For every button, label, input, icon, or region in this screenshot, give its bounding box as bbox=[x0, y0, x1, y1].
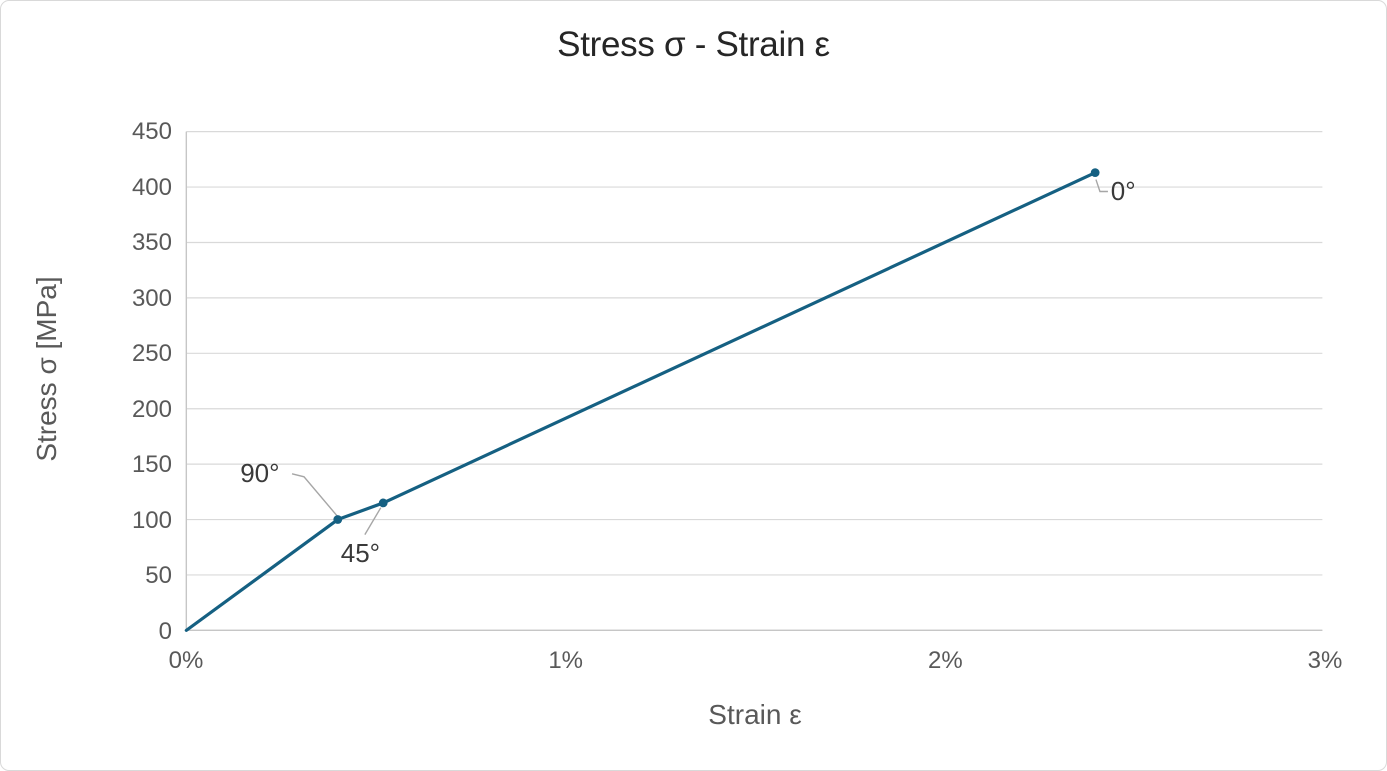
y-tick-label: 300 bbox=[131, 284, 172, 312]
label-leader-line bbox=[291, 473, 338, 517]
y-tick-label: 0 bbox=[158, 618, 172, 645]
y-tick-label: 100 bbox=[131, 506, 172, 534]
x-tick-label: 2% bbox=[927, 647, 963, 674]
x-tick-label: 0% bbox=[168, 647, 204, 674]
y-tick-label: 250 bbox=[131, 340, 172, 368]
y-tick-label: 200 bbox=[131, 395, 172, 423]
x-axis-title: Strain ε bbox=[708, 699, 802, 730]
label-leader-line bbox=[1095, 179, 1108, 193]
data-point-marker bbox=[378, 498, 388, 508]
y-tick-label: 50 bbox=[145, 562, 172, 590]
y-tick-label: 400 bbox=[131, 173, 172, 201]
chart-title: Stress σ - Strain ε bbox=[557, 25, 830, 64]
data-point-label: 45° bbox=[340, 538, 381, 569]
data-point-label: 90° bbox=[240, 457, 280, 488]
x-tick-label: 1% bbox=[548, 647, 583, 674]
y-tick-label: 450 bbox=[131, 118, 172, 145]
data-point-marker bbox=[1090, 168, 1100, 178]
y-tick-label: 350 bbox=[131, 229, 172, 257]
y-tick-label: 150 bbox=[131, 451, 172, 479]
data-point-marker bbox=[333, 515, 343, 524]
data-point-label: 0° bbox=[1110, 176, 1136, 207]
x-tick-label: 3% bbox=[1307, 647, 1343, 674]
label-leader-line bbox=[364, 507, 382, 535]
series-line bbox=[184, 171, 1097, 632]
